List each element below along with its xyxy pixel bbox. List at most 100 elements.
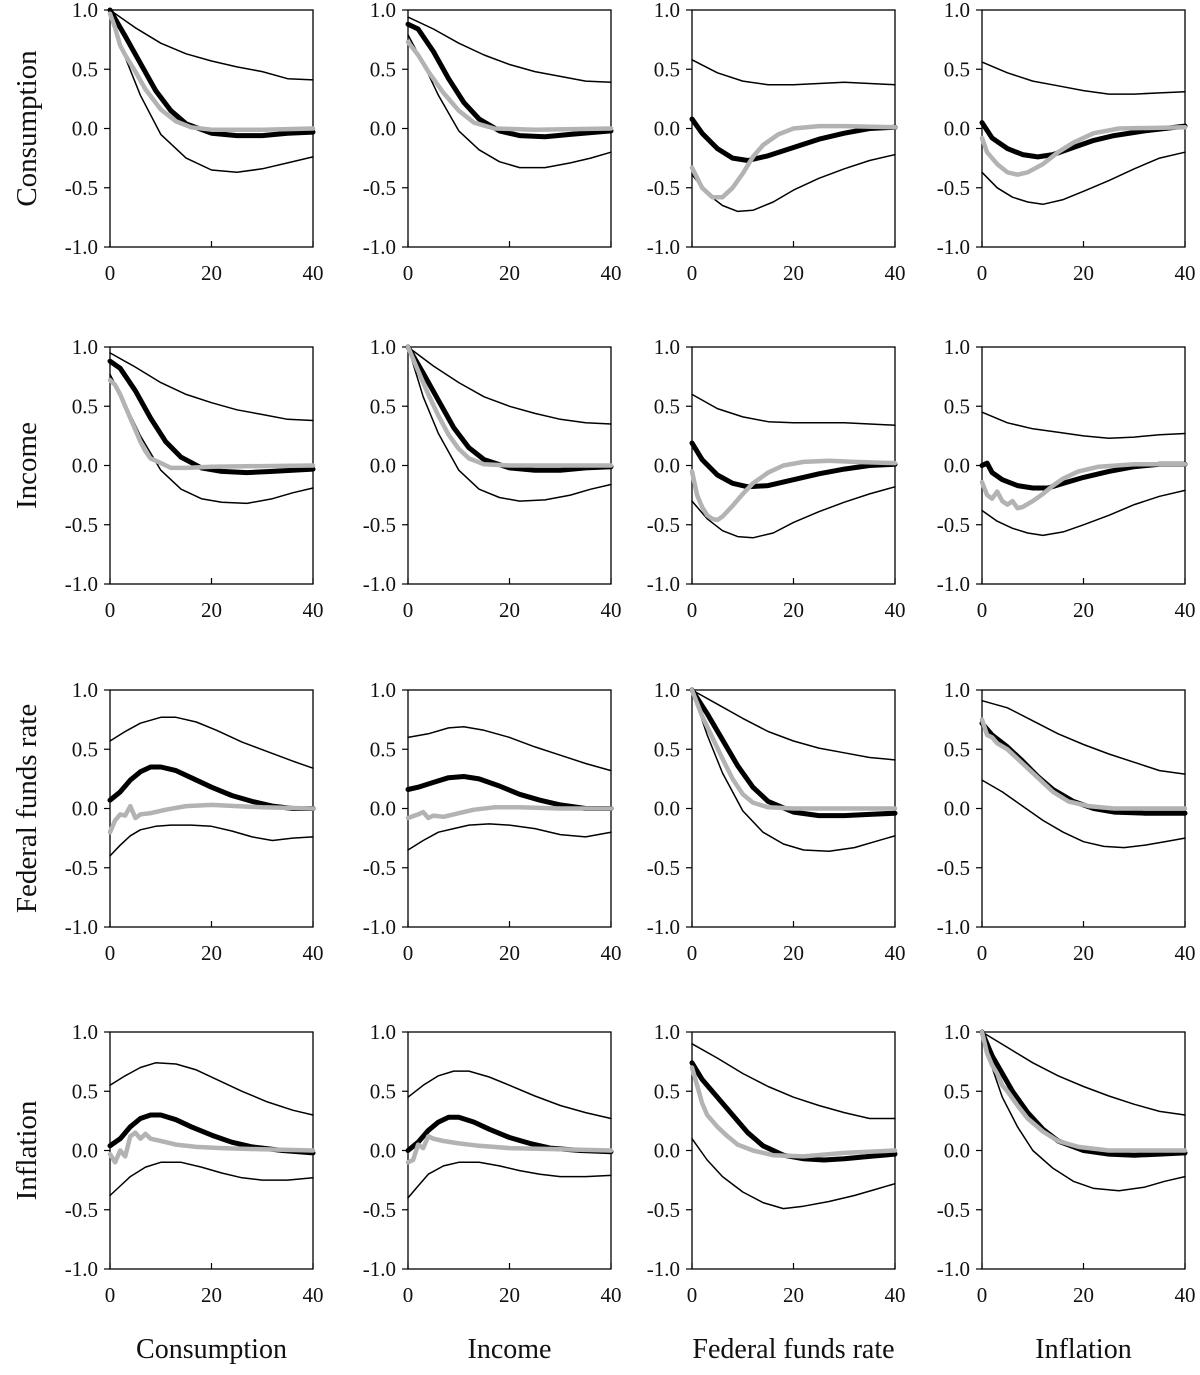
series-line-alternative — [689, 687, 898, 811]
y-tick-label: 1.0 — [944, 0, 970, 22]
panel-4: 1.0 0.5 0.0 -0.5 -1.0 0 20 40 — [65, 335, 324, 622]
series-line-lower — [691, 1137, 896, 1210]
series-line-upper — [981, 411, 1186, 439]
y-tick-label: -0.5 — [65, 176, 98, 200]
panel-12: 1.0 0.5 0.0 -0.5 -1.0 0 20 40 — [65, 1020, 324, 1307]
y-tick-label: 1.0 — [370, 335, 396, 359]
panel-3: 1.0 0.5 0.0 -0.5 -1.0 0 20 40 — [937, 0, 1196, 285]
y-tick-label: 0.5 — [654, 394, 680, 418]
series-line-lower — [981, 151, 1186, 206]
column-label: Consumption — [136, 1334, 287, 1365]
y-tick-label: -0.5 — [937, 513, 970, 537]
series-line-upper — [981, 1031, 1186, 1116]
x-tick-label: 20 — [1073, 261, 1094, 285]
series-line-estimate — [689, 116, 898, 163]
x-tick-label: 40 — [303, 1283, 324, 1307]
x-tick-label: 40 — [303, 598, 324, 622]
panel-1: 1.0 0.5 0.0 -0.5 -1.0 0 20 40 — [363, 0, 622, 285]
y-tick-label: 0.0 — [370, 454, 396, 478]
x-tick-label: 0 — [403, 261, 414, 285]
y-tick-label: 0.5 — [370, 1079, 396, 1103]
y-tick-label: 0.0 — [72, 117, 98, 141]
row-label: Inflation — [11, 1100, 43, 1200]
x-tick-label: 20 — [499, 261, 520, 285]
series-line-alternative — [107, 802, 316, 835]
y-tick-label: 1.0 — [654, 335, 680, 359]
x-tick-label: 40 — [885, 1283, 906, 1307]
x-tick-label: 40 — [1175, 598, 1196, 622]
y-tick-label: -1.0 — [937, 1257, 970, 1281]
panel-5: 1.0 0.5 0.0 -0.5 -1.0 0 20 40 — [363, 335, 622, 622]
y-tick-label: 0.5 — [654, 57, 680, 81]
series-line-upper — [407, 725, 612, 772]
series-line-lower — [407, 823, 612, 851]
y-tick-label: 0.0 — [370, 797, 396, 821]
y-tick-label: 0.5 — [72, 57, 98, 81]
series-line-estimate — [979, 460, 1188, 491]
y-tick-label: 1.0 — [370, 0, 396, 22]
x-tick-label: 40 — [885, 941, 906, 965]
x-tick-label: 0 — [977, 1283, 988, 1307]
x-tick-label: 40 — [303, 261, 324, 285]
y-tick-label: 1.0 — [944, 1020, 970, 1044]
series-line-upper — [691, 59, 896, 86]
x-tick-label: 40 — [1175, 261, 1196, 285]
y-tick-label: 0.5 — [944, 737, 970, 761]
y-tick-label: -1.0 — [647, 915, 680, 939]
y-tick-label: 1.0 — [72, 0, 98, 22]
x-tick-label: 20 — [499, 1283, 520, 1307]
panel-13: 1.0 0.5 0.0 -0.5 -1.0 0 20 40 — [363, 1020, 622, 1307]
y-tick-label: 1.0 — [370, 1020, 396, 1044]
x-tick-label: 20 — [783, 941, 804, 965]
panel-9: 1.0 0.5 0.0 -0.5 -1.0 0 20 40 — [363, 678, 622, 965]
x-tick-label: 40 — [601, 1283, 622, 1307]
x-tick-label: 0 — [687, 598, 698, 622]
y-tick-label: -0.5 — [647, 176, 680, 200]
y-tick-label: 0.0 — [72, 797, 98, 821]
y-tick-label: -0.5 — [65, 1198, 98, 1222]
y-tick-label: -0.5 — [363, 513, 396, 537]
x-tick-label: 20 — [201, 261, 222, 285]
x-tick-label: 40 — [1175, 1283, 1196, 1307]
x-tick-label: 40 — [601, 261, 622, 285]
y-tick-label: 0.5 — [72, 737, 98, 761]
series-line-lower — [981, 779, 1186, 849]
y-tick-label: -1.0 — [647, 1257, 680, 1281]
x-tick-label: 20 — [783, 1283, 804, 1307]
series-line-estimate — [107, 764, 316, 811]
y-tick-label: -0.5 — [937, 856, 970, 880]
series-line-lower — [109, 9, 314, 174]
series-line-upper — [407, 1070, 612, 1120]
y-tick-label: 0.5 — [944, 57, 970, 81]
x-tick-label: 0 — [105, 1283, 116, 1307]
y-tick-label: 0.5 — [370, 737, 396, 761]
y-tick-label: 1.0 — [72, 678, 98, 702]
y-tick-label: -1.0 — [363, 1257, 396, 1281]
series-line-alternative — [405, 39, 614, 132]
series-line-upper — [407, 16, 612, 84]
y-tick-label: -0.5 — [937, 1198, 970, 1222]
y-tick-label: 0.0 — [72, 1139, 98, 1163]
series-line-alternative — [689, 458, 898, 523]
x-tick-label: 0 — [403, 1283, 414, 1307]
x-tick-label: 40 — [1175, 941, 1196, 965]
x-tick-label: 20 — [201, 1283, 222, 1307]
series-line-upper — [981, 61, 1186, 95]
series-line-estimate — [689, 1060, 898, 1163]
series-line-upper — [691, 393, 896, 426]
y-tick-label: -1.0 — [937, 572, 970, 596]
series-line-alternative — [689, 1065, 898, 1159]
y-tick-label: 0.0 — [654, 117, 680, 141]
series-line-lower — [407, 34, 612, 169]
series-line-lower — [691, 486, 896, 539]
x-tick-label: 20 — [1073, 598, 1094, 622]
y-tick-label: -0.5 — [937, 176, 970, 200]
series-line-upper — [109, 352, 314, 422]
series-line-estimate — [689, 440, 898, 490]
series-line-alternative — [979, 1029, 1188, 1153]
x-tick-label: 0 — [687, 1283, 698, 1307]
y-tick-label: 0.5 — [370, 57, 396, 81]
row-label: Consumption — [11, 50, 43, 207]
series-line-upper — [981, 699, 1186, 775]
panel-14: 1.0 0.5 0.0 -0.5 -1.0 0 20 40 — [647, 1020, 906, 1307]
